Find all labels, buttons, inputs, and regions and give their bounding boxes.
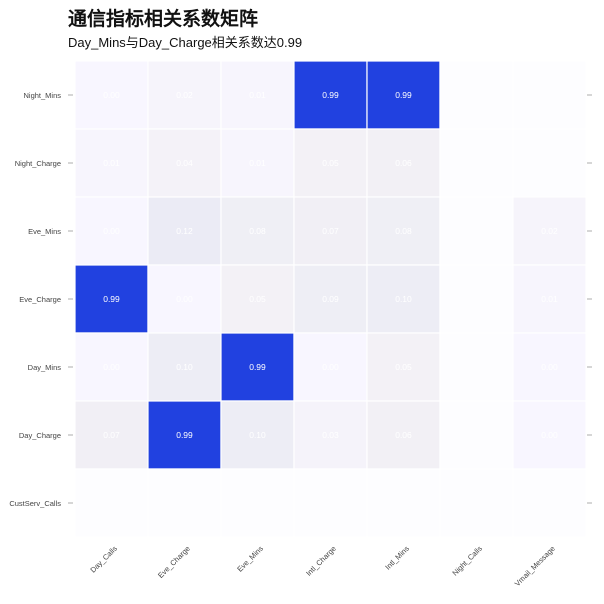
cell-value-label: 0.99 [176,430,193,440]
cell-value-label: 0.10 [249,430,266,440]
cell-value-label: 0.07 [322,226,339,236]
heatmap-cell [147,264,222,334]
y-tick-label: Eve_Charge [19,295,61,304]
heatmap-cell [220,468,295,538]
heatmap-cell [293,264,368,334]
chart-subtitle: Day_Mins与Day_Charge相关系数达0.99 [68,35,303,50]
heatmap-cell [220,60,295,130]
cell-value-label: 0.12 [176,226,193,236]
x-tick-label: Eve_Charge [156,544,192,580]
cell-value-label: 0.00 [103,362,120,372]
y-tick-label: Day_Mins [28,363,62,372]
cell-value-label: 0.01 [249,90,266,100]
x-tick-label: Eve_Mins [235,544,265,574]
cell-value-label: 0.99 [103,294,120,304]
y-tick-label: Eve_Mins [28,227,61,236]
heatmap-cell [74,468,149,538]
cell-value-label: 0.05 [249,294,266,304]
chart-title: 通信指标相关系数矩阵 [68,8,259,30]
heatmap-cell [293,332,368,402]
cell-value-label: 0.06 [395,158,412,168]
cell-value-label: 0.99 [249,362,266,372]
heatmap-cell [439,196,514,266]
heatmap-cell [74,400,149,470]
heatmap-cell [512,400,587,470]
y-tick-label: Night_Mins [23,91,61,100]
x-tick-label: Day_Calls [88,544,119,575]
axis-ticks [68,94,592,504]
heatmap-cell [220,264,295,334]
heatmap-cell [439,468,514,538]
cell-value-label: 0.00 [322,362,339,372]
heatmap-cell [293,60,368,130]
cell-value-label: 0.04 [176,158,193,168]
cell-value-label: 0.05 [322,158,339,168]
heatmap-cell [512,264,587,334]
y-tick-label: CustServ_Calls [9,499,61,508]
heatmap-cell [512,332,587,402]
cell-value-label: 0.01 [249,158,266,168]
heatmap-cell [293,468,368,538]
cell-value-label: 0.07 [103,430,120,440]
cell-value-label: 0.02 [541,226,558,236]
heatmap-cell [366,60,441,130]
cell-value-label: 0.10 [176,362,193,372]
x-tick-label: Night_Calls [450,544,484,578]
x-tick-label: Vmail_Message [513,544,557,588]
cell-value-label: 0.10 [395,294,412,304]
cell-value-label: 0.05 [395,362,412,372]
cell-value-label: 0.99 [395,90,412,100]
heatmap-cell [439,264,514,334]
y-tick-label: Night_Charge [15,159,61,168]
heatmap-cell [147,196,222,266]
heatmap-cell [74,60,149,130]
cell-value-label: 0.01 [541,294,558,304]
cell-value-label: 0.00 [541,362,558,372]
heatmap-cell [220,196,295,266]
heatmap-cell [74,196,149,266]
heatmap-cell [439,332,514,402]
heatmap-cell [147,332,222,402]
cell-value-label: 0.01 [103,158,120,168]
cell-value-label: 0.08 [249,226,266,236]
y-tick-label: Day_Charge [19,431,61,440]
heatmap-cell [512,468,587,538]
cell-value-label: 0.03 [322,430,339,440]
heatmap-cell [74,128,149,198]
x-tick-label: Intl_Mins [383,544,411,572]
cell-value-label: 0.08 [395,226,412,236]
heatmap-cell [439,128,514,198]
cell-value-label: 0.00 [103,90,120,100]
heatmap-cell [220,400,295,470]
heatmap-cell [512,60,587,130]
cell-value-label: 0.06 [395,430,412,440]
heatmap-cell [293,196,368,266]
cell-value-label: 0.00 [176,294,193,304]
cell-value-label: 0.00 [103,226,120,236]
heatmap-cell [439,400,514,470]
cell-value-label: 0.00 [541,430,558,440]
cell-value-label: 0.09 [322,294,339,304]
heatmap-cell [293,128,368,198]
heatmap-cell [512,128,587,198]
cell-value-label: 0.99 [322,90,339,100]
heatmap-cell [366,468,441,538]
heatmap-cell [439,60,514,130]
x-tick-label: Intl_Charge [304,544,338,578]
heatmap-cell [147,468,222,538]
cell-value-label: 0.02 [176,90,193,100]
